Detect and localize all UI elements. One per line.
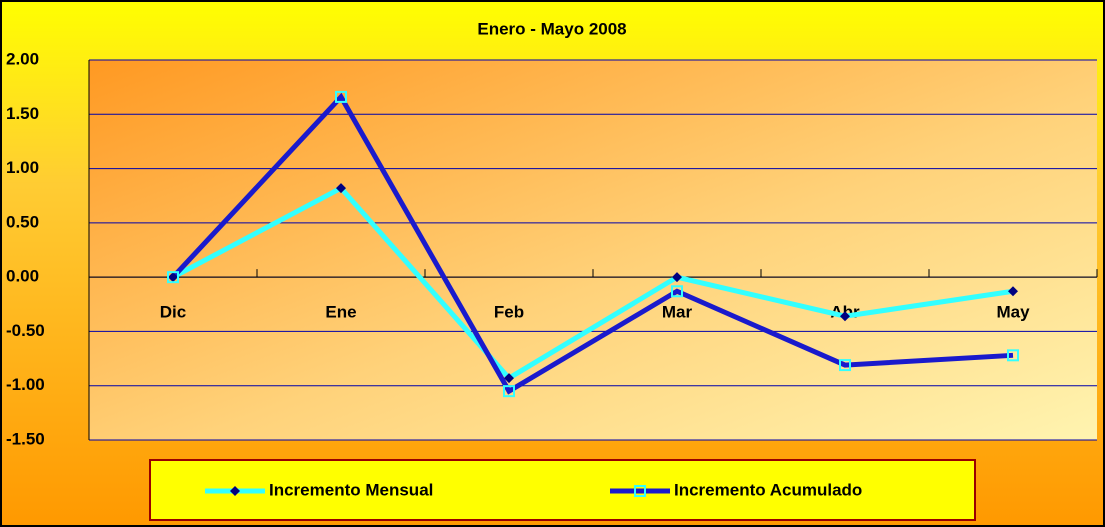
- marker: [1008, 286, 1018, 297]
- marker: [672, 272, 682, 283]
- series-line: [171, 92, 1014, 395]
- marker: [230, 486, 240, 496]
- marker: [504, 373, 514, 384]
- chart-title: Enero - Mayo 2008: [477, 19, 626, 38]
- y-tick-label: 1.00: [6, 158, 39, 177]
- plot-area: [89, 60, 1097, 440]
- y-tick-label: 0.50: [6, 212, 39, 231]
- marker: [168, 272, 178, 283]
- x-tick-label: May: [996, 303, 1030, 322]
- x-tick-label: Feb: [494, 303, 524, 322]
- marker: [839, 359, 851, 372]
- x-tick-label: Dic: [160, 303, 186, 322]
- y-tick-label: -1.50: [6, 429, 45, 448]
- marker: [671, 285, 683, 298]
- legend: [149, 459, 976, 521]
- marker: [1007, 349, 1019, 362]
- series-line: [171, 184, 1014, 382]
- y-tick-label: -0.50: [6, 321, 45, 340]
- marker: [840, 311, 850, 322]
- marker: [503, 385, 515, 398]
- y-tick-label: 1.50: [6, 104, 39, 123]
- marker: [634, 485, 646, 497]
- y-tick-label: 2.00: [6, 49, 39, 68]
- y-tick-label: 0.00: [6, 267, 39, 286]
- marker: [167, 271, 179, 284]
- legend-label: Incremento Mensual: [269, 480, 433, 499]
- x-tick-label: Ene: [325, 303, 356, 322]
- marker: [335, 90, 347, 103]
- marker: [336, 183, 346, 194]
- y-tick-label: -1.00: [6, 375, 45, 394]
- x-tick-label: Mar: [662, 303, 693, 322]
- legend-label: Incremento Acumulado: [674, 480, 862, 499]
